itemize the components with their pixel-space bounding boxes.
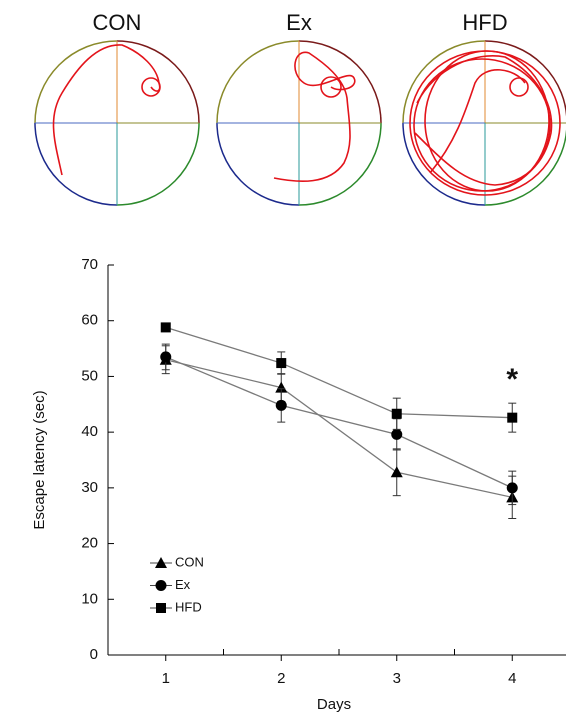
legend-marker xyxy=(155,580,167,591)
x-tick-label: 2 xyxy=(277,670,285,687)
legend-label: HFD xyxy=(175,599,202,614)
maze-ex xyxy=(216,40,382,206)
y-tick-label: 30 xyxy=(81,479,98,496)
data-point xyxy=(506,482,518,494)
data-point xyxy=(276,358,287,369)
data-point xyxy=(275,399,287,411)
data-point xyxy=(275,381,288,393)
series-line xyxy=(165,356,513,489)
maze-hfd xyxy=(402,40,566,206)
maze-con xyxy=(34,40,200,206)
y-tick-label: 50 xyxy=(81,367,98,384)
data-point xyxy=(160,322,171,333)
panel-title: HFD xyxy=(462,10,507,35)
annotation: * xyxy=(506,363,518,396)
data-point xyxy=(160,351,172,363)
data-point xyxy=(507,412,518,423)
data-point xyxy=(391,428,403,440)
maze-panels xyxy=(34,40,566,206)
x-tick-label: 1 xyxy=(162,670,170,687)
series-line xyxy=(165,359,513,498)
legend-label: Ex xyxy=(175,577,191,592)
y-tick-label: 0 xyxy=(90,646,98,663)
legend-marker xyxy=(155,557,167,568)
panel-title: Ex xyxy=(286,10,312,35)
panel-title: CON xyxy=(93,10,142,35)
data-point xyxy=(390,466,403,478)
y-tick-label: 20 xyxy=(81,535,98,552)
data-point xyxy=(391,408,402,419)
y-tick-label: 10 xyxy=(81,590,98,607)
series-line xyxy=(165,326,513,419)
y-tick-label: 70 xyxy=(81,256,98,273)
y-tick-label: 60 xyxy=(81,312,98,329)
legend-label: CON xyxy=(175,554,204,569)
x-axis-label: Days xyxy=(317,696,351,713)
x-tick-label: 4 xyxy=(508,670,516,687)
y-axis-label: Escape latency (sec) xyxy=(31,390,48,529)
legend-marker xyxy=(156,603,166,613)
x-tick-label: 3 xyxy=(393,670,401,687)
y-tick-label: 40 xyxy=(81,423,98,440)
